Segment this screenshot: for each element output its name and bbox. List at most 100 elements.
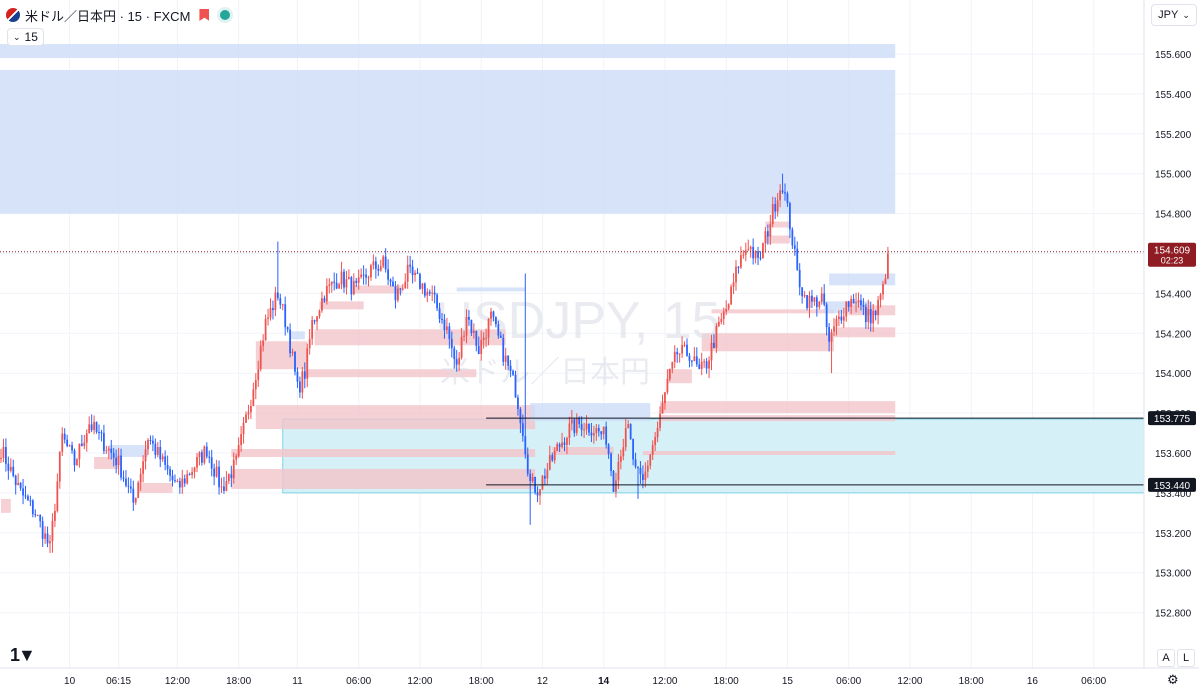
- time-tick-label: 06:00: [1081, 676, 1106, 687]
- price-tick-label: 154.200: [1155, 329, 1192, 340]
- horizontal-levels: [0, 251, 1144, 486]
- demand-zone: [701, 333, 834, 352]
- price-tick-label: 155.600: [1155, 50, 1192, 61]
- gear-icon[interactable]: ⚙: [1167, 672, 1179, 687]
- log-scale-button[interactable]: L: [1177, 649, 1195, 667]
- time-axis[interactable]: 10 06:15 12:00 18:00 11 06:00 12:00 18:00 12 14 12…: [64, 676, 1107, 687]
- price-tick-label: 152.800: [1155, 609, 1192, 620]
- chevron-down-icon: ⌄: [13, 31, 21, 42]
- tradingview-logo-icon[interactable]: 1▼: [10, 645, 36, 665]
- candle-body: [227, 474, 230, 482]
- candle-body: [882, 283, 884, 295]
- candle-body: [784, 192, 786, 194]
- candle-body: [401, 288, 404, 290]
- candle-body: [820, 293, 823, 302]
- candle-body: [691, 360, 693, 362]
- candle-body: [695, 356, 698, 365]
- candle-body: [169, 469, 171, 476]
- candle-body: [642, 474, 644, 481]
- candle-body: [90, 424, 93, 431]
- candle-body: [668, 368, 671, 380]
- candle-body: [24, 495, 27, 497]
- symbol-watermark: USDJPY, 15 米ドル／日本円: [435, 292, 720, 390]
- candle-body: [759, 257, 762, 259]
- chart-header: 米ドル／日本円 · 15 · FXCM: [6, 5, 231, 25]
- candle-body: [436, 294, 438, 309]
- currency-label: JPY: [1158, 9, 1179, 21]
- candle-body: [330, 281, 333, 285]
- candle-body: [122, 477, 125, 479]
- candle-body: [595, 428, 598, 434]
- candle-body: [786, 193, 789, 204]
- price-tick-label: 154.400: [1155, 289, 1192, 300]
- candle-body: [78, 443, 81, 460]
- symbol-title[interactable]: 米ドル／日本円 · 15 · FXCM: [25, 8, 191, 24]
- candle-body: [558, 444, 561, 447]
- candle-body: [213, 468, 216, 477]
- candle-body: [58, 451, 61, 482]
- candle-body: [833, 326, 835, 332]
- candle-body: [428, 291, 431, 294]
- candle-body: [112, 452, 115, 458]
- candle-body: [12, 466, 15, 476]
- candle-body: [125, 478, 127, 486]
- candle-body: [671, 362, 674, 369]
- time-tick-label: 11: [292, 676, 303, 687]
- interval-button[interactable]: ⌄ 15: [7, 28, 44, 46]
- time-tick-label: 12: [537, 676, 549, 687]
- candle-body: [764, 231, 767, 244]
- candle-body: [340, 271, 343, 285]
- candle-body: [63, 433, 66, 440]
- candle-body: [514, 374, 517, 398]
- currency-button[interactable]: JPY ⌄: [1151, 4, 1197, 26]
- candle-body: [394, 286, 397, 301]
- candle-body: [717, 321, 720, 326]
- candle-body: [421, 283, 424, 289]
- time-tick-label: 18:00: [714, 676, 739, 687]
- candle-body: [681, 345, 683, 354]
- candle-body: [247, 412, 250, 415]
- candle-body: [490, 311, 492, 319]
- candle-body: [678, 353, 681, 355]
- candle-body: [646, 465, 649, 472]
- price-tick-label: 155.000: [1155, 170, 1192, 181]
- candle-body: [188, 474, 191, 476]
- candle-body: [397, 288, 399, 301]
- demand-zone: [255, 405, 536, 430]
- candle-body: [230, 474, 233, 479]
- candle-body: [178, 481, 181, 488]
- candle-body: [137, 482, 140, 498]
- candle-body: [419, 273, 421, 289]
- candle-body: [838, 316, 840, 320]
- candle-body: [29, 500, 32, 502]
- candle-body: [480, 340, 483, 355]
- candle-body: [318, 310, 321, 317]
- candle-body: [193, 467, 196, 473]
- candle-body: [455, 359, 458, 365]
- candle-body: [730, 286, 732, 305]
- candle-body: [766, 231, 769, 237]
- candle-body: [771, 204, 774, 225]
- auto-scale-button[interactable]: A: [1157, 649, 1175, 667]
- candle-body: [14, 475, 17, 485]
- candle-body: [215, 466, 218, 477]
- candle-body: [789, 203, 791, 230]
- candle-body: [649, 454, 652, 466]
- candle-body: [801, 287, 804, 297]
- candle-body: [752, 246, 755, 259]
- candle-body: [781, 190, 784, 193]
- time-tick-label: 12:00: [897, 676, 922, 687]
- candle-body: [343, 271, 345, 288]
- candle-body: [416, 272, 419, 274]
- candle-body: [656, 427, 659, 438]
- candle-body: [225, 481, 228, 491]
- candle-body: [5, 446, 7, 464]
- candle-body: [384, 256, 387, 270]
- bookmark-icon[interactable]: [199, 9, 210, 21]
- candle-body: [737, 266, 740, 268]
- candle-body: [333, 281, 336, 283]
- price-axis[interactable]: 152.800153.000153.200153.400153.600153.8…: [1155, 50, 1192, 620]
- candle-body: [813, 297, 816, 302]
